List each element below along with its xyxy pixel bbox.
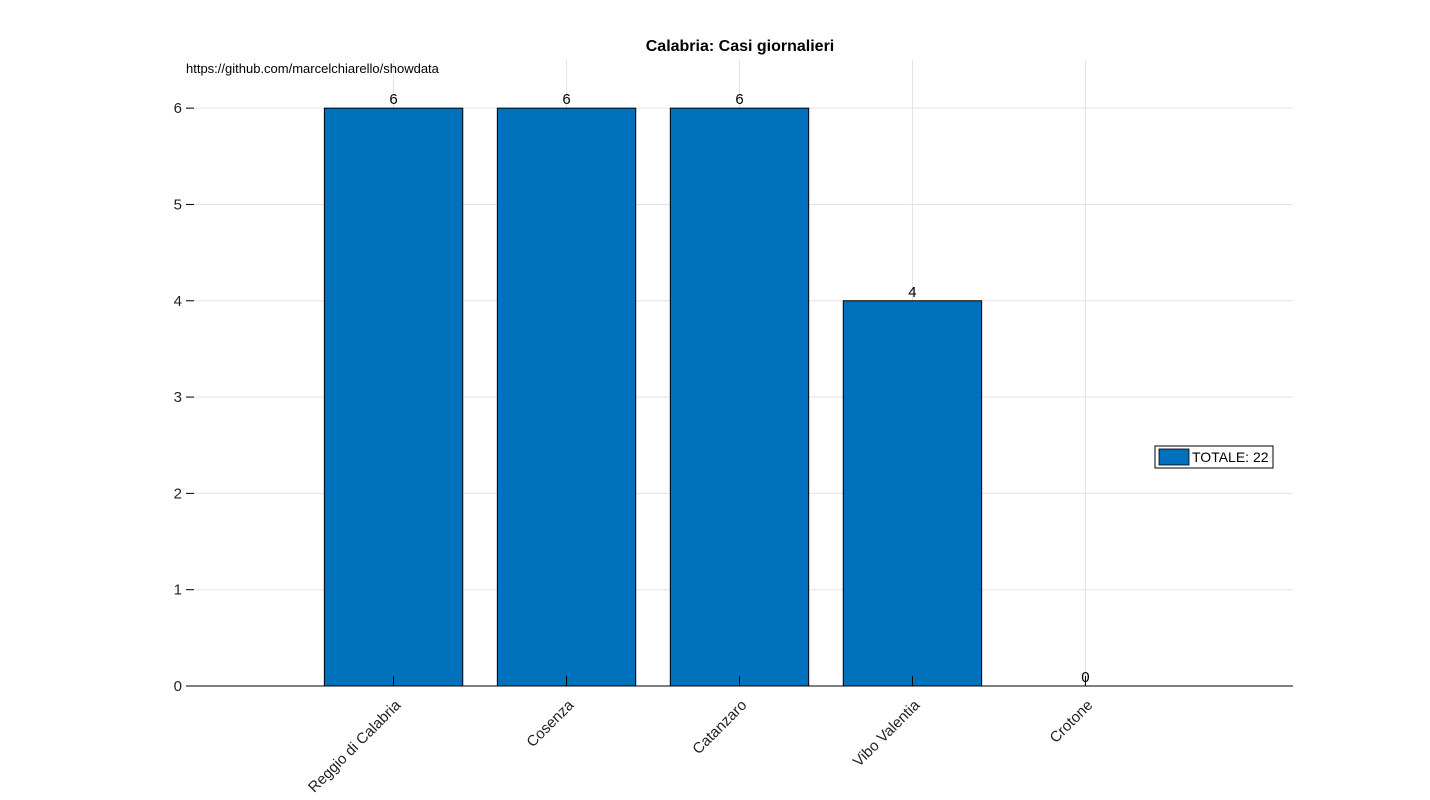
bar <box>669 107 810 687</box>
y-tick-label: 2 <box>174 485 182 502</box>
legend-swatch <box>1158 448 1190 466</box>
chart-title: Calabria: Casi giornalieri <box>646 38 835 55</box>
source-annotation: https://github.com/marcelchiarello/showd… <box>186 61 440 76</box>
value-label: 4 <box>908 284 916 301</box>
y-tick-label: 4 <box>174 293 182 310</box>
y-tick-label: 6 <box>174 100 182 117</box>
bar <box>496 107 637 687</box>
value-label: 6 <box>389 91 397 108</box>
y-tick-label: 3 <box>174 389 182 406</box>
y-tick-label: 0 <box>174 678 182 695</box>
x-tick-label: Cosenza <box>523 696 577 750</box>
value-label: 6 <box>735 91 743 108</box>
value-label: 0 <box>1081 669 1089 686</box>
x-tick-label: Vibo Valentia <box>850 696 924 770</box>
x-tick-label: Catanzaro <box>689 697 750 758</box>
x-tick-label: Crotone <box>1047 697 1097 747</box>
bars-layer <box>323 107 983 687</box>
legend-label: TOTALE: 22 <box>1192 449 1269 465</box>
bar <box>842 300 983 687</box>
legend: TOTALE: 22 <box>1154 445 1274 469</box>
y-tick-label: 5 <box>174 196 182 213</box>
x-tick-label: Reggio di Calabria <box>305 696 405 796</box>
axes-layer <box>186 107 1293 687</box>
y-tick-label: 1 <box>174 582 182 599</box>
value-label: 6 <box>562 91 570 108</box>
bar <box>323 107 464 687</box>
